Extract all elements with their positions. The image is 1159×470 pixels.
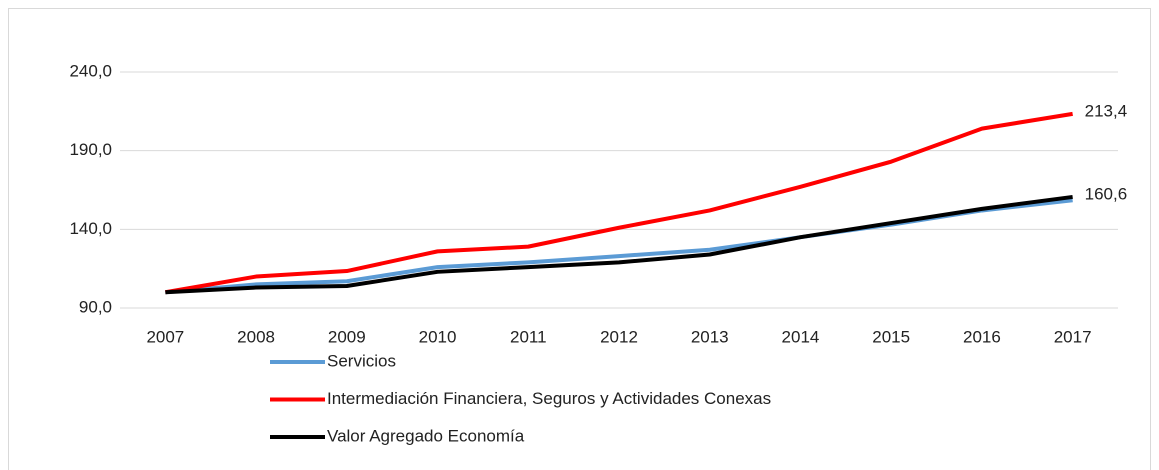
x-tick-label: 2017 [1054,327,1092,346]
data-label: 213,4 [1085,101,1128,120]
x-tick-label: 2010 [419,327,457,346]
x-tick-label: 2007 [146,327,184,346]
series-line [165,111,1073,295]
legend-label: Servicios [327,351,396,370]
legend-label: Intermediación Financiera, Seguros y Act… [327,389,771,408]
chart-border [8,8,1151,470]
y-tick-label: 90,0 [79,297,112,316]
x-tick-label: 2014 [782,327,820,346]
x-tick-label: 2009 [328,327,366,346]
legend-label: Valor Agregado Economía [327,426,525,445]
data-label: 160,6 [1085,184,1128,203]
x-tick-label: 2015 [872,327,910,346]
x-tick-label: 2013 [691,327,729,346]
x-tick-label: 2008 [237,327,275,346]
y-tick-label: 240,0 [69,61,112,80]
x-tick-label: 2012 [600,327,638,346]
series-line [165,194,1073,295]
x-tick-label: 2016 [963,327,1001,346]
y-tick-label: 140,0 [69,219,112,238]
y-tick-label: 190,0 [69,140,112,159]
x-tick-label: 2011 [510,327,547,346]
